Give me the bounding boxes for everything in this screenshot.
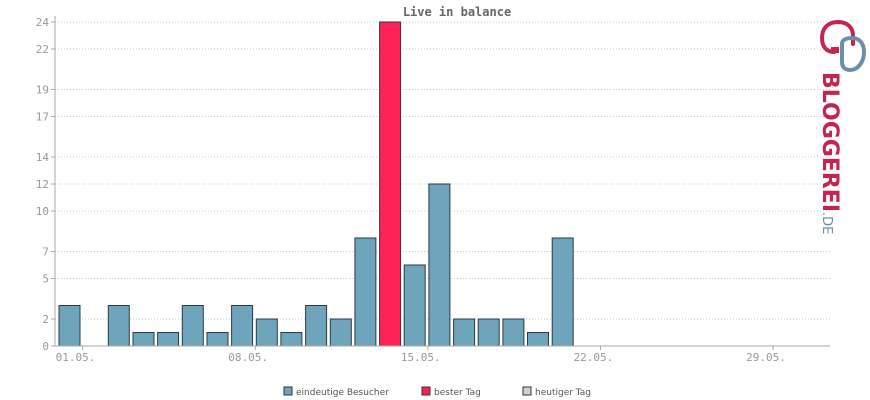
bar-best-day [379, 21, 402, 347]
y-tick-label: 10 [36, 205, 49, 218]
y-tick-label: 12 [36, 178, 49, 191]
x-tick-label: 01.05. [56, 351, 96, 364]
bloggerei-logo: BLOGGEREI.DE [817, 19, 866, 234]
bar [305, 305, 328, 347]
axes [54, 16, 830, 347]
bar [354, 237, 377, 347]
legend-item: bester Tag [421, 386, 481, 398]
logo-text: BLOGGEREI.DE [817, 72, 842, 234]
bar [157, 332, 180, 347]
legend-item: eindeutige Besucher [283, 386, 389, 398]
legend-label: heutiger Tag [535, 388, 591, 398]
bar [231, 305, 254, 347]
bar [527, 332, 549, 347]
bar [403, 264, 426, 347]
y-tick-label: 19 [36, 84, 49, 97]
bar [206, 332, 229, 347]
bar [428, 183, 451, 347]
legend-label: eindeutige Besucher [296, 388, 389, 398]
x-tick-label: 08.05. [228, 351, 268, 364]
y-tick-label: 0 [42, 340, 49, 353]
y-tick-label: 7 [42, 246, 49, 259]
logo-mark-icon [819, 19, 866, 72]
bar [280, 332, 303, 347]
logo-suffix-text: .DE [819, 212, 834, 234]
bar [477, 318, 500, 347]
bar [255, 318, 278, 347]
x-tick-labels: 01.05. 08.05. 15.05. 22.05. 29.05. [56, 346, 786, 364]
legend: eindeutige Besucher bester Tag heutiger Ta… [283, 386, 591, 398]
bar [107, 305, 130, 347]
x-tick-label: 15.05. [401, 351, 441, 364]
y-tick-label: 22 [36, 43, 49, 56]
legend-swatch [522, 386, 532, 396]
bar [58, 305, 81, 347]
y-tick-label: 14 [36, 151, 50, 164]
bar [453, 318, 476, 347]
bar [181, 305, 204, 347]
legend-item: heutiger Tag [522, 386, 591, 398]
x-tick-label: 22.05. [573, 351, 613, 364]
x-tick-label: 29.05. [746, 351, 786, 364]
y-tick-label: 2 [42, 313, 49, 326]
y-tick-label: 17 [36, 111, 49, 124]
legend-swatch [421, 386, 431, 396]
bar [132, 332, 155, 347]
bars [58, 21, 574, 347]
logo-main-text: BLOGGEREI [817, 72, 842, 212]
bar [329, 318, 352, 347]
bar [502, 318, 525, 347]
chart-title: Live in balance [403, 5, 511, 19]
legend-swatch [283, 386, 293, 396]
y-tick-label: 5 [42, 273, 49, 286]
bar [551, 237, 574, 347]
legend-label: bester Tag [434, 388, 481, 398]
y-tick-labels: 0 2 5 7 10 12 14 17 19 22 24 [36, 16, 55, 353]
y-tick-label: 24 [36, 16, 50, 29]
